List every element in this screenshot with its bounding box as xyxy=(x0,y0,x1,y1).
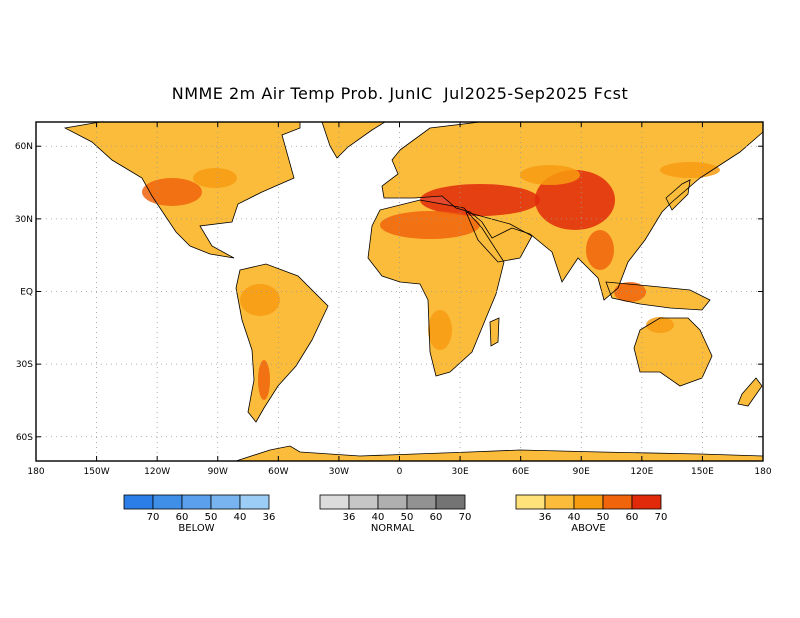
legend-category-label: NORMAL xyxy=(371,523,415,534)
legend-swatch xyxy=(377,494,408,510)
legend-swatch xyxy=(239,494,270,510)
lon-tick-label: 30E xyxy=(452,467,469,477)
hotspot-10 xyxy=(258,360,270,400)
hotspot-5 xyxy=(535,170,615,230)
legend-tick-label: 50 xyxy=(401,512,414,523)
legend-swatch xyxy=(181,494,212,510)
hotspot-8 xyxy=(520,165,580,185)
lat-tick-label: 30N xyxy=(15,215,33,225)
hotspot-3 xyxy=(420,184,540,216)
legend-tick-label: 70 xyxy=(655,512,668,523)
map-title: NMME 2m Air Temp Prob. JunIC Jul2025-Sep… xyxy=(171,84,629,103)
lon-tick-label: 30W xyxy=(329,467,349,477)
land-layer xyxy=(64,122,763,461)
legend-swatch xyxy=(348,494,379,510)
legend-swatch xyxy=(152,494,183,510)
legend-tick-label: 60 xyxy=(626,512,639,523)
lat-tick-label: 60S xyxy=(16,433,33,443)
latitude-axis: 60N 30N EQ 30S 60S xyxy=(15,142,763,443)
lon-tick-label: 60W xyxy=(268,467,288,477)
legend-swatch xyxy=(406,494,437,510)
legend-tick-label: 40 xyxy=(234,512,247,523)
legend-swatch xyxy=(210,494,241,510)
hotspot-4 xyxy=(380,211,480,239)
lon-tick-label: 90E xyxy=(573,467,590,477)
legend-tick-label: 50 xyxy=(597,512,610,523)
lat-tick-label: EQ xyxy=(20,288,33,298)
hotspot-9 xyxy=(660,162,720,178)
legend-tick-label: 40 xyxy=(372,512,385,523)
hotspot-0 xyxy=(142,178,202,206)
legend-tick-label: 70 xyxy=(459,512,472,523)
legend-tick-label: 50 xyxy=(205,512,218,523)
legend-tick-label: 40 xyxy=(568,512,581,523)
legend-tick-label: 36 xyxy=(263,512,276,523)
lon-tick-label: 120E xyxy=(630,467,653,477)
legend-tick-label: 60 xyxy=(430,512,443,523)
legend-below: 70 60 50 40 36 BELOW xyxy=(123,494,276,534)
legend-swatch xyxy=(573,494,604,510)
longitude-axis: 180 150W 120W 90W 60W 30W 0 30E 60E 90E 120E 150E 18… xyxy=(27,122,772,477)
lon-tick-label: 60E xyxy=(512,467,529,477)
hotspot-12 xyxy=(646,317,674,333)
legend-category-label: BELOW xyxy=(178,523,214,534)
legend-swatch xyxy=(319,494,350,510)
hotspot-7 xyxy=(614,282,646,302)
legend-swatch xyxy=(631,494,662,510)
legend-swatch xyxy=(123,494,154,510)
legend-swatch xyxy=(544,494,575,510)
legend-above: 36 40 50 60 70 ABOVE xyxy=(515,494,668,534)
legend-swatch xyxy=(515,494,546,510)
lon-tick-label: 150W xyxy=(84,467,110,477)
lon-tick-label: 0 xyxy=(397,467,403,477)
lat-tick-label: 60N xyxy=(15,142,33,152)
hotspot-11 xyxy=(428,310,452,350)
hotspot-6 xyxy=(586,230,614,270)
legend-tick-label: 70 xyxy=(147,512,160,523)
lon-tick-label: 120W xyxy=(144,467,170,477)
lon-tick-label: 180 xyxy=(754,467,771,477)
lat-tick-label: 30S xyxy=(16,360,33,370)
legend-normal: 36 40 50 60 70 NORMAL xyxy=(319,494,472,534)
legend-tick-label: 36 xyxy=(343,512,356,523)
graticule xyxy=(36,122,763,461)
legend-swatch xyxy=(435,494,466,510)
legend-swatch xyxy=(602,494,633,510)
hotspot-1 xyxy=(193,168,237,188)
legend-tick-label: 60 xyxy=(176,512,189,523)
lon-tick-label: 180 xyxy=(27,467,44,477)
legend-category-label: ABOVE xyxy=(571,523,605,534)
legend-tick-label: 36 xyxy=(539,512,552,523)
hotspot-2 xyxy=(240,284,280,316)
lon-tick-label: 150E xyxy=(691,467,714,477)
lon-tick-label: 90W xyxy=(208,467,228,477)
